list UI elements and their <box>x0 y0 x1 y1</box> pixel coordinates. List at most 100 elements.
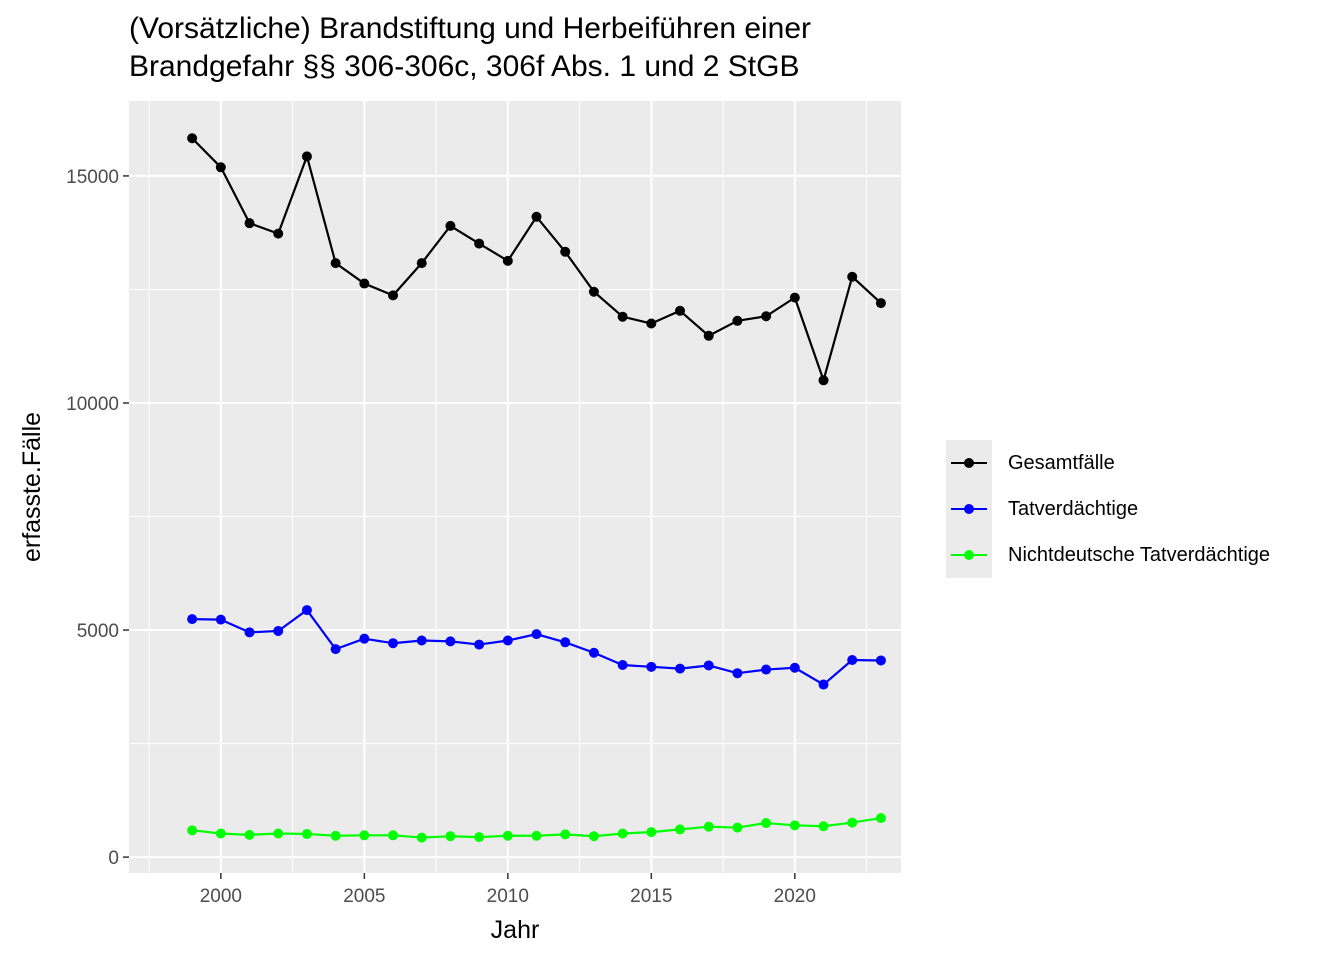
data-point <box>531 830 542 841</box>
data-point <box>617 311 628 322</box>
data-point <box>732 668 743 679</box>
data-point <box>761 664 772 675</box>
series-layer <box>187 133 886 843</box>
x-tick-label: 2020 <box>774 886 816 907</box>
data-point <box>531 629 542 640</box>
legend-key-tatverdaechtige <box>951 504 987 514</box>
data-point <box>588 286 599 297</box>
data-point <box>445 636 456 647</box>
data-point <box>330 644 341 655</box>
data-point <box>560 637 571 648</box>
y-tick-label: 15000 <box>66 167 119 188</box>
legend-item-nichtdeutsche-tatverdaechtige: Nichtdeutsche Tatverdächtige <box>946 532 1336 578</box>
y-axis-title: erfasste.Fälle <box>18 412 46 562</box>
x-tick-label: 2010 <box>487 886 529 907</box>
data-point <box>416 832 427 843</box>
data-point <box>761 818 772 829</box>
data-point <box>359 830 370 841</box>
data-point <box>875 655 886 666</box>
data-point <box>818 679 829 690</box>
legend-label-nichtdeutsche-tatverdaechtige: Nichtdeutsche Tatverdächtige <box>1008 544 1271 566</box>
data-point <box>675 663 686 674</box>
data-point <box>560 829 571 840</box>
data-point <box>273 828 284 839</box>
legend-item-tatverdaechtige: Tatverdächtige <box>946 486 1336 532</box>
data-point <box>617 828 628 839</box>
data-point <box>474 639 485 650</box>
legend-label-gesamtfaelle: Gesamtfälle <box>1008 452 1115 474</box>
legend-label-tatverdaechtige: Tatverdächtige <box>1008 498 1139 520</box>
data-point <box>560 246 571 257</box>
x-tick-label: 2015 <box>630 886 672 907</box>
data-point <box>215 828 226 839</box>
data-point <box>675 305 686 316</box>
data-point <box>273 228 284 239</box>
data-point <box>588 647 599 658</box>
data-point <box>244 829 255 840</box>
data-point <box>675 824 686 835</box>
data-point <box>474 832 485 843</box>
grid-minor <box>129 101 901 873</box>
data-point <box>388 830 399 841</box>
data-point <box>875 298 886 309</box>
grid-major <box>129 101 901 873</box>
data-point <box>789 662 800 673</box>
data-point <box>445 831 456 842</box>
data-point <box>502 255 513 266</box>
x-axis: 2000 2005 2010 2015 2020 <box>200 873 816 907</box>
x-tick-label: 2005 <box>343 886 385 907</box>
x-axis-title: Jahr <box>491 916 540 944</box>
legend-item-gesamtfaelle: Gesamtfälle <box>946 440 1336 486</box>
data-point <box>416 635 427 646</box>
data-point <box>732 315 743 326</box>
data-point <box>244 218 255 229</box>
data-point <box>818 821 829 832</box>
data-point <box>789 292 800 303</box>
y-tick-label: 10000 <box>66 394 119 415</box>
legend-key-gesamtfaelle <box>951 458 987 468</box>
data-point <box>617 660 628 671</box>
y-tick-label: 5000 <box>77 621 119 642</box>
data-point <box>330 830 341 841</box>
data-point <box>301 605 312 616</box>
data-point <box>703 660 714 671</box>
y-tick-label: 0 <box>108 848 119 869</box>
data-point <box>531 211 542 222</box>
chart-title-line-1: (Vorsätzliche) Brandstiftung und Herbeif… <box>129 12 812 45</box>
chart-title-line-2: Brandgefahr §§ 306-306c, 306f Abs. 1 und… <box>129 50 800 83</box>
data-point <box>875 813 886 824</box>
data-point <box>359 278 370 289</box>
data-point <box>416 258 427 269</box>
data-point <box>359 633 370 644</box>
data-point <box>388 290 399 301</box>
data-point <box>818 375 829 386</box>
data-point <box>330 258 341 269</box>
legend-key-nichtdeutsche-tatverdaechtige <box>951 550 987 560</box>
data-point <box>703 821 714 832</box>
data-point <box>187 614 198 625</box>
data-point <box>847 271 858 282</box>
data-point <box>732 822 743 833</box>
data-point <box>646 661 657 672</box>
data-point <box>502 830 513 841</box>
y-axis: 0 5000 10000 15000 <box>66 167 129 869</box>
data-point <box>445 220 456 231</box>
data-point <box>502 635 513 646</box>
data-point <box>761 311 772 322</box>
data-point <box>244 627 255 638</box>
data-point <box>474 238 485 249</box>
data-point <box>215 614 226 625</box>
data-point <box>187 133 198 144</box>
data-point <box>588 831 599 842</box>
data-point <box>847 817 858 828</box>
x-tick-label: 2000 <box>200 886 242 907</box>
data-point <box>703 330 714 341</box>
data-point <box>215 162 226 173</box>
plot-panel <box>129 101 901 873</box>
data-point <box>301 828 312 839</box>
data-point <box>273 625 284 636</box>
data-point <box>301 151 312 162</box>
data-point <box>789 820 800 831</box>
data-point <box>187 825 198 836</box>
